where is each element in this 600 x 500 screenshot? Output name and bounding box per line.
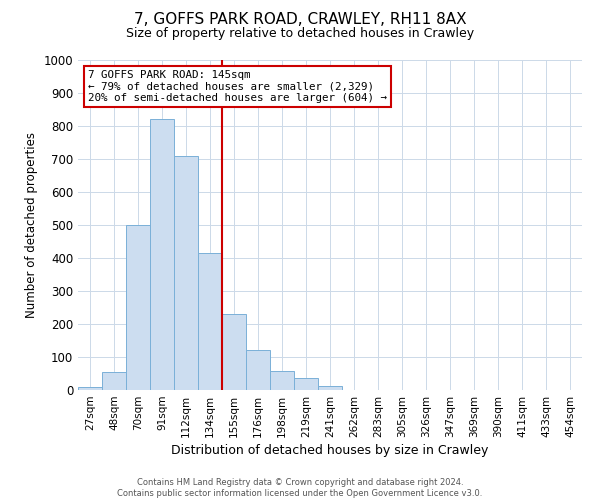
- Bar: [246, 350, 270, 390]
- Text: Size of property relative to detached houses in Crawley: Size of property relative to detached ho…: [126, 28, 474, 40]
- Bar: [174, 156, 198, 390]
- Bar: [318, 386, 342, 390]
- Bar: [222, 314, 246, 390]
- Bar: [270, 371, 294, 390]
- Bar: [198, 253, 222, 390]
- Bar: [126, 225, 150, 390]
- X-axis label: Distribution of detached houses by size in Crawley: Distribution of detached houses by size …: [172, 444, 488, 457]
- Bar: [150, 120, 174, 390]
- Text: 7 GOFFS PARK ROAD: 145sqm
← 79% of detached houses are smaller (2,329)
20% of se: 7 GOFFS PARK ROAD: 145sqm ← 79% of detac…: [88, 70, 387, 103]
- Bar: [102, 372, 126, 390]
- Y-axis label: Number of detached properties: Number of detached properties: [25, 132, 38, 318]
- Bar: [294, 378, 318, 390]
- Text: 7, GOFFS PARK ROAD, CRAWLEY, RH11 8AX: 7, GOFFS PARK ROAD, CRAWLEY, RH11 8AX: [134, 12, 466, 28]
- Text: Contains HM Land Registry data © Crown copyright and database right 2024.
Contai: Contains HM Land Registry data © Crown c…: [118, 478, 482, 498]
- Bar: [78, 386, 102, 390]
